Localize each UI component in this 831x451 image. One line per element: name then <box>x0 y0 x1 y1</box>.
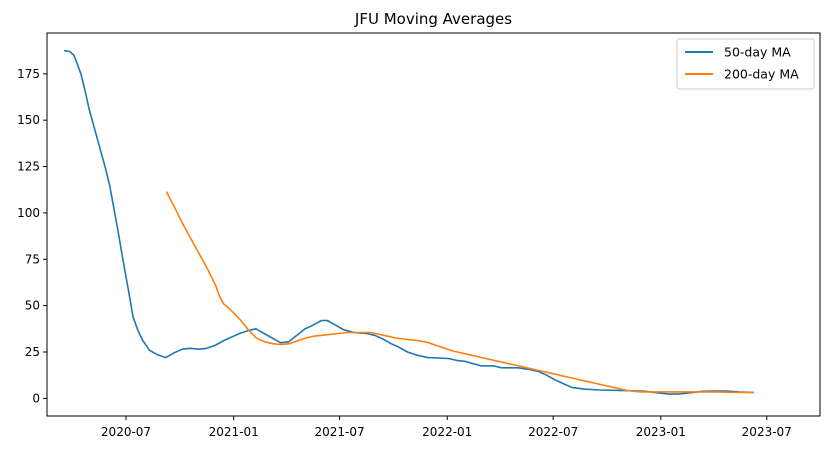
series-layer <box>63 49 754 395</box>
y-axis: 0 25 50 75 100 125 150 175 <box>17 67 47 405</box>
x-tick-label: 2020-07 <box>101 425 151 439</box>
y-tick-label: 0 <box>32 391 40 405</box>
legend-label-50-day: 50-day MA <box>724 45 791 60</box>
x-tick-label: 2022-01 <box>422 425 472 439</box>
y-tick-label: 150 <box>17 113 40 127</box>
y-tick-label: 175 <box>17 67 40 81</box>
series-line-50-day-ma <box>63 49 754 395</box>
plot-frame <box>46 32 821 417</box>
x-tick-label: 2022-07 <box>528 425 578 439</box>
y-tick-label: 100 <box>17 206 40 220</box>
x-tick-label: 2021-07 <box>315 425 365 439</box>
chart-title: JFU Moving Averages <box>354 10 512 28</box>
y-tick-label: 50 <box>25 299 40 313</box>
series-line-200-day-ma <box>165 191 754 394</box>
y-tick-label: 25 <box>25 345 40 359</box>
x-tick-label: 2023-01 <box>636 425 686 439</box>
legend-label-200-day: 200-day MA <box>724 67 799 82</box>
x-tick-label: 2023-07 <box>742 425 792 439</box>
x-axis: 2020-07 2021-01 2021-07 2022-01 2022-07 2023-… <box>101 416 792 439</box>
x-tick-label: 2021-01 <box>209 425 259 439</box>
legend: 50-day MA 200-day MA <box>676 38 815 90</box>
y-tick-label: 125 <box>17 160 40 174</box>
y-tick-label: 75 <box>25 252 40 266</box>
